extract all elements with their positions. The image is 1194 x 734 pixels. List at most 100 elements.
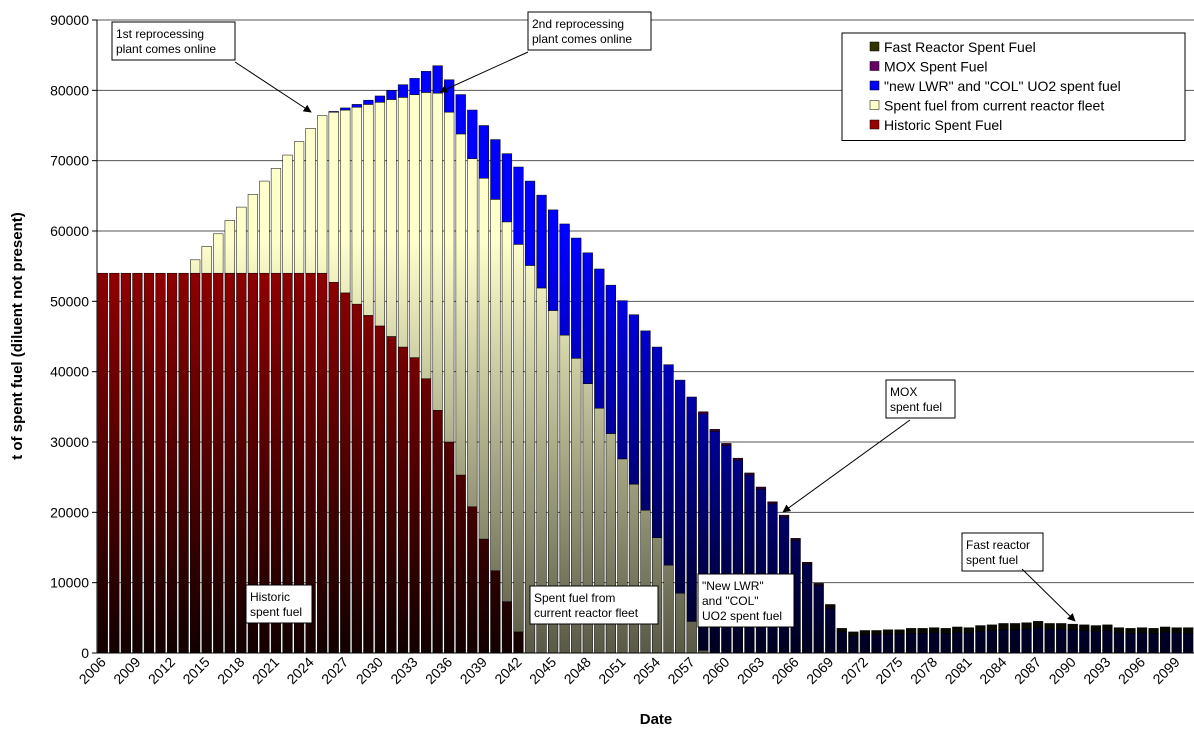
bar-segment [709,429,720,432]
bar-segment [190,272,201,654]
bar-segment [1160,626,1171,633]
bar-segment [247,194,258,274]
bar-segment [975,630,986,654]
bar-segment [617,300,628,460]
bar-segment [374,325,386,654]
bar-segment [444,441,455,654]
bar-segment [455,474,466,654]
bar-segment [490,570,501,654]
y-tick-label: 50000 [50,293,89,309]
y-tick-label: 90000 [50,12,89,28]
annotation-box [527,11,652,51]
bar-segment [1056,628,1067,654]
bar-segment [1090,625,1101,632]
y-tick-label: 40000 [50,364,89,380]
bar-segment [675,592,686,654]
bar-segment [952,631,963,654]
bar-segment [536,194,547,289]
annotation-box [697,573,795,628]
bar-segment [813,583,824,586]
bar-segment [1079,630,1090,654]
bar-segment [1067,623,1078,631]
bar-segment [282,154,293,274]
annotation-box [885,379,956,419]
bar-segment [120,272,131,654]
bar-segment [1009,629,1021,654]
bar-segment [640,509,651,654]
bar-segment [998,623,1009,631]
bar-segment [455,133,466,476]
bar-segment [421,71,432,93]
annotation-box [245,584,313,624]
y-axis-title: t of spent fuel (diluent not present) [9,212,26,460]
bar-segment [1033,627,1044,654]
x-tick-label: 2021 [249,654,282,687]
annotation-text: Fast reactor [966,538,1030,552]
bar-segment [444,111,455,443]
bar-segment [340,109,351,294]
x-tick-label: 2042 [491,654,524,687]
bar-segment [1009,623,1021,631]
annotation-box [111,21,236,61]
bar-segment [859,630,870,635]
bar-segment [813,585,824,654]
bar-segment [1148,633,1159,654]
bar-segment [363,99,374,105]
bar-segment [721,443,732,446]
x-tick-label: 2093 [1080,654,1113,687]
bar-segment [467,158,478,507]
legend-swatch [869,119,880,130]
bar-segment [963,632,974,654]
bar-segment [524,180,536,266]
bar-segment [224,272,235,654]
bar-segment [351,106,362,305]
bar-segment [628,314,640,485]
x-tick-label: 2054 [630,654,663,687]
bar-segment [1160,631,1171,654]
bar-segment [109,272,120,654]
bar-segment [1067,629,1078,654]
bar-segment [940,628,951,634]
bar-segment [1113,632,1125,654]
bar-segment [340,292,351,654]
bar-segment [825,608,836,654]
annotation-text: spent fuel [966,553,1018,567]
bar-segment [905,633,917,654]
bar-segment [340,107,351,111]
bar-segment [386,99,397,337]
bar-segment [1136,627,1148,633]
y-tick-label: 10000 [50,575,89,591]
x-tick-label: 2027 [318,654,351,687]
bar-segment [963,627,974,633]
bar-segment [859,634,870,654]
legend-label: Fast Reactor Spent Fuel [884,39,1036,55]
bar-segment [490,139,501,200]
x-tick-label: 2069 [803,654,836,687]
bar-segment [409,357,420,654]
annotation-text: MOX [890,385,917,399]
bar-segment [236,206,247,274]
x-tick-label: 2066 [768,654,801,687]
bar-segment [513,631,524,654]
bar-segment [97,272,108,654]
bar-segment [270,168,282,274]
bar-segment [686,621,697,654]
bar-segment [1171,632,1182,654]
bar-segment [455,94,466,135]
bar-segment [594,268,605,409]
bar-segment [363,315,374,654]
y-tick-label: 80000 [50,82,89,98]
bars [97,65,1194,654]
bar-segment [929,632,940,654]
x-tick-label: 2075 [872,654,905,687]
bar-segment [432,92,443,411]
y-tick-label: 20000 [50,504,89,520]
legend-label: Historic Spent Fuel [884,117,1002,133]
bar-segment [675,379,686,594]
x-tick-label: 2024 [283,654,316,687]
bar-segment [1113,627,1125,633]
x-tick-label: 2045 [526,654,559,687]
bar-segment [305,128,316,274]
annotation-text: 1st reprocessing [116,27,204,41]
